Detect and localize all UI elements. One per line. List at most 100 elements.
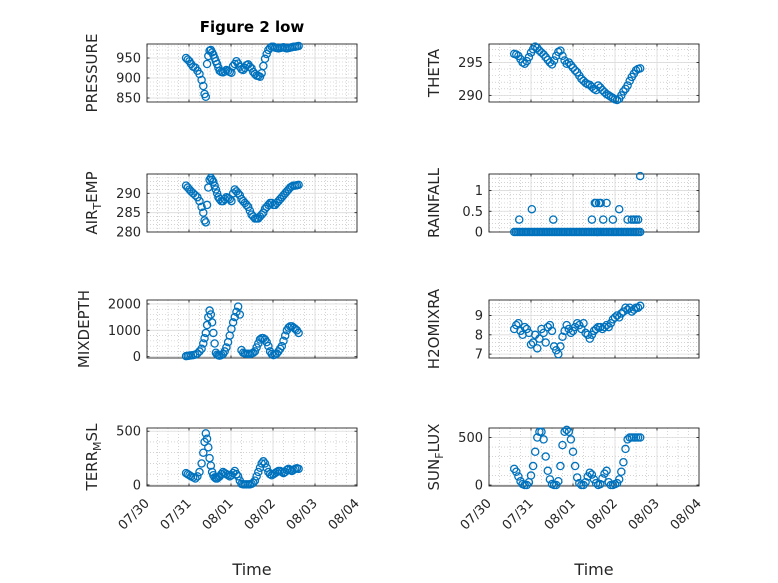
y-tick-label: 900: [116, 72, 141, 87]
y-tick-label: 290: [458, 89, 483, 104]
axes-box: [146, 43, 358, 103]
y-tick-label: 290: [116, 187, 141, 202]
y-tick-label: 0.5: [462, 205, 483, 220]
data-point: [591, 324, 601, 334]
y-tick-label: 850: [116, 92, 141, 107]
data-point: [280, 331, 290, 340]
data-point: [533, 344, 542, 353]
y-tick-label: 0: [133, 350, 141, 365]
data-point: [202, 320, 212, 330]
data-point: [205, 306, 214, 315]
data-point: [279, 336, 288, 346]
data-point: [564, 58, 574, 67]
data-point: [566, 435, 576, 444]
y-tick-label: 7: [475, 348, 483, 363]
data-point: [197, 202, 206, 212]
data-point: [545, 58, 555, 67]
data-point: [535, 334, 544, 343]
data-point: [545, 475, 555, 484]
data-point: [575, 478, 584, 488]
data-point: [201, 218, 211, 227]
data-point: [572, 473, 582, 482]
y-axis-label: SUNFLUX: [425, 424, 446, 491]
data-point: [596, 198, 605, 208]
data-point: [257, 459, 266, 468]
data-point: [528, 461, 538, 471]
data-point: [554, 476, 563, 486]
data-point: [570, 461, 580, 471]
data-point: [537, 427, 546, 437]
y-tick-label: 500: [116, 425, 141, 440]
data-point: [621, 444, 630, 454]
data-point: [277, 341, 287, 351]
y-axis-label: AIRTEMP: [83, 171, 104, 234]
data-point: [191, 474, 200, 483]
data-point: [526, 471, 536, 480]
data-point: [635, 171, 645, 181]
data-point: [591, 478, 601, 488]
data-point: [514, 472, 523, 481]
data-point: [260, 459, 270, 468]
y-axis-label: PRESSURE: [83, 34, 101, 113]
data-point: [197, 344, 206, 354]
data-point: [600, 322, 609, 332]
data-point: [249, 478, 258, 488]
data-point: [617, 467, 626, 476]
data-point: [527, 204, 537, 214]
y-tick-label: 2000: [108, 297, 141, 312]
y-tick-label: 500: [458, 431, 483, 446]
data-point: [539, 328, 548, 338]
data-point: [264, 341, 273, 351]
data-point: [602, 198, 611, 208]
data-point: [633, 303, 643, 312]
data-point: [232, 469, 241, 479]
y-tick-label: 9: [475, 309, 483, 324]
data-point: [227, 196, 236, 206]
data-point: [541, 338, 550, 347]
panel-top-left: 850 900 950 PRESSURE Figure 2 low: [83, 18, 358, 113]
y-axis-label: THETA: [425, 48, 443, 98]
data-point: [514, 318, 523, 328]
data-point: [202, 59, 212, 69]
axes-box: [488, 43, 700, 103]
y-tick-label: 0: [133, 478, 141, 493]
x-tick-label: 07/30: [458, 496, 495, 533]
axes-box: [146, 299, 358, 359]
data-point: [596, 479, 605, 489]
data-point: [259, 457, 268, 466]
data-point: [243, 202, 253, 212]
data-point: [545, 320, 555, 330]
data-point: [195, 347, 204, 356]
data-point: [541, 52, 550, 62]
data-point: [512, 320, 521, 330]
data-point: [593, 81, 603, 90]
axes-box: [146, 173, 358, 233]
data-point: [587, 470, 597, 479]
data-point: [633, 215, 643, 224]
data-point: [533, 43, 542, 53]
x-tick-label: 07/31: [500, 496, 537, 533]
data-point: [570, 66, 580, 75]
data-point: [220, 347, 229, 356]
y-tick-label: 1: [475, 184, 483, 199]
data-point: [606, 92, 616, 101]
data-point: [252, 343, 261, 352]
data-point: [621, 303, 630, 312]
data-point: [530, 447, 540, 457]
data-point: [596, 83, 605, 92]
x-tick-label: 08/03: [626, 496, 663, 533]
panel-top-right: 290 295 THETA: [425, 42, 700, 105]
x-axis-label: Time: [231, 560, 271, 579]
y-tick-label: 295: [458, 56, 483, 71]
data-point: [512, 467, 521, 476]
x-tick-label: 08/03: [284, 496, 321, 533]
data-point: [211, 185, 221, 194]
data-point: [608, 93, 618, 103]
data-point: [635, 433, 645, 442]
data-point: [202, 434, 212, 443]
data-point: [623, 81, 632, 90]
data-point: [635, 301, 645, 311]
data-point: [262, 463, 271, 472]
y-axis-label: TERRMSL: [83, 423, 104, 492]
data-point: [598, 474, 607, 483]
